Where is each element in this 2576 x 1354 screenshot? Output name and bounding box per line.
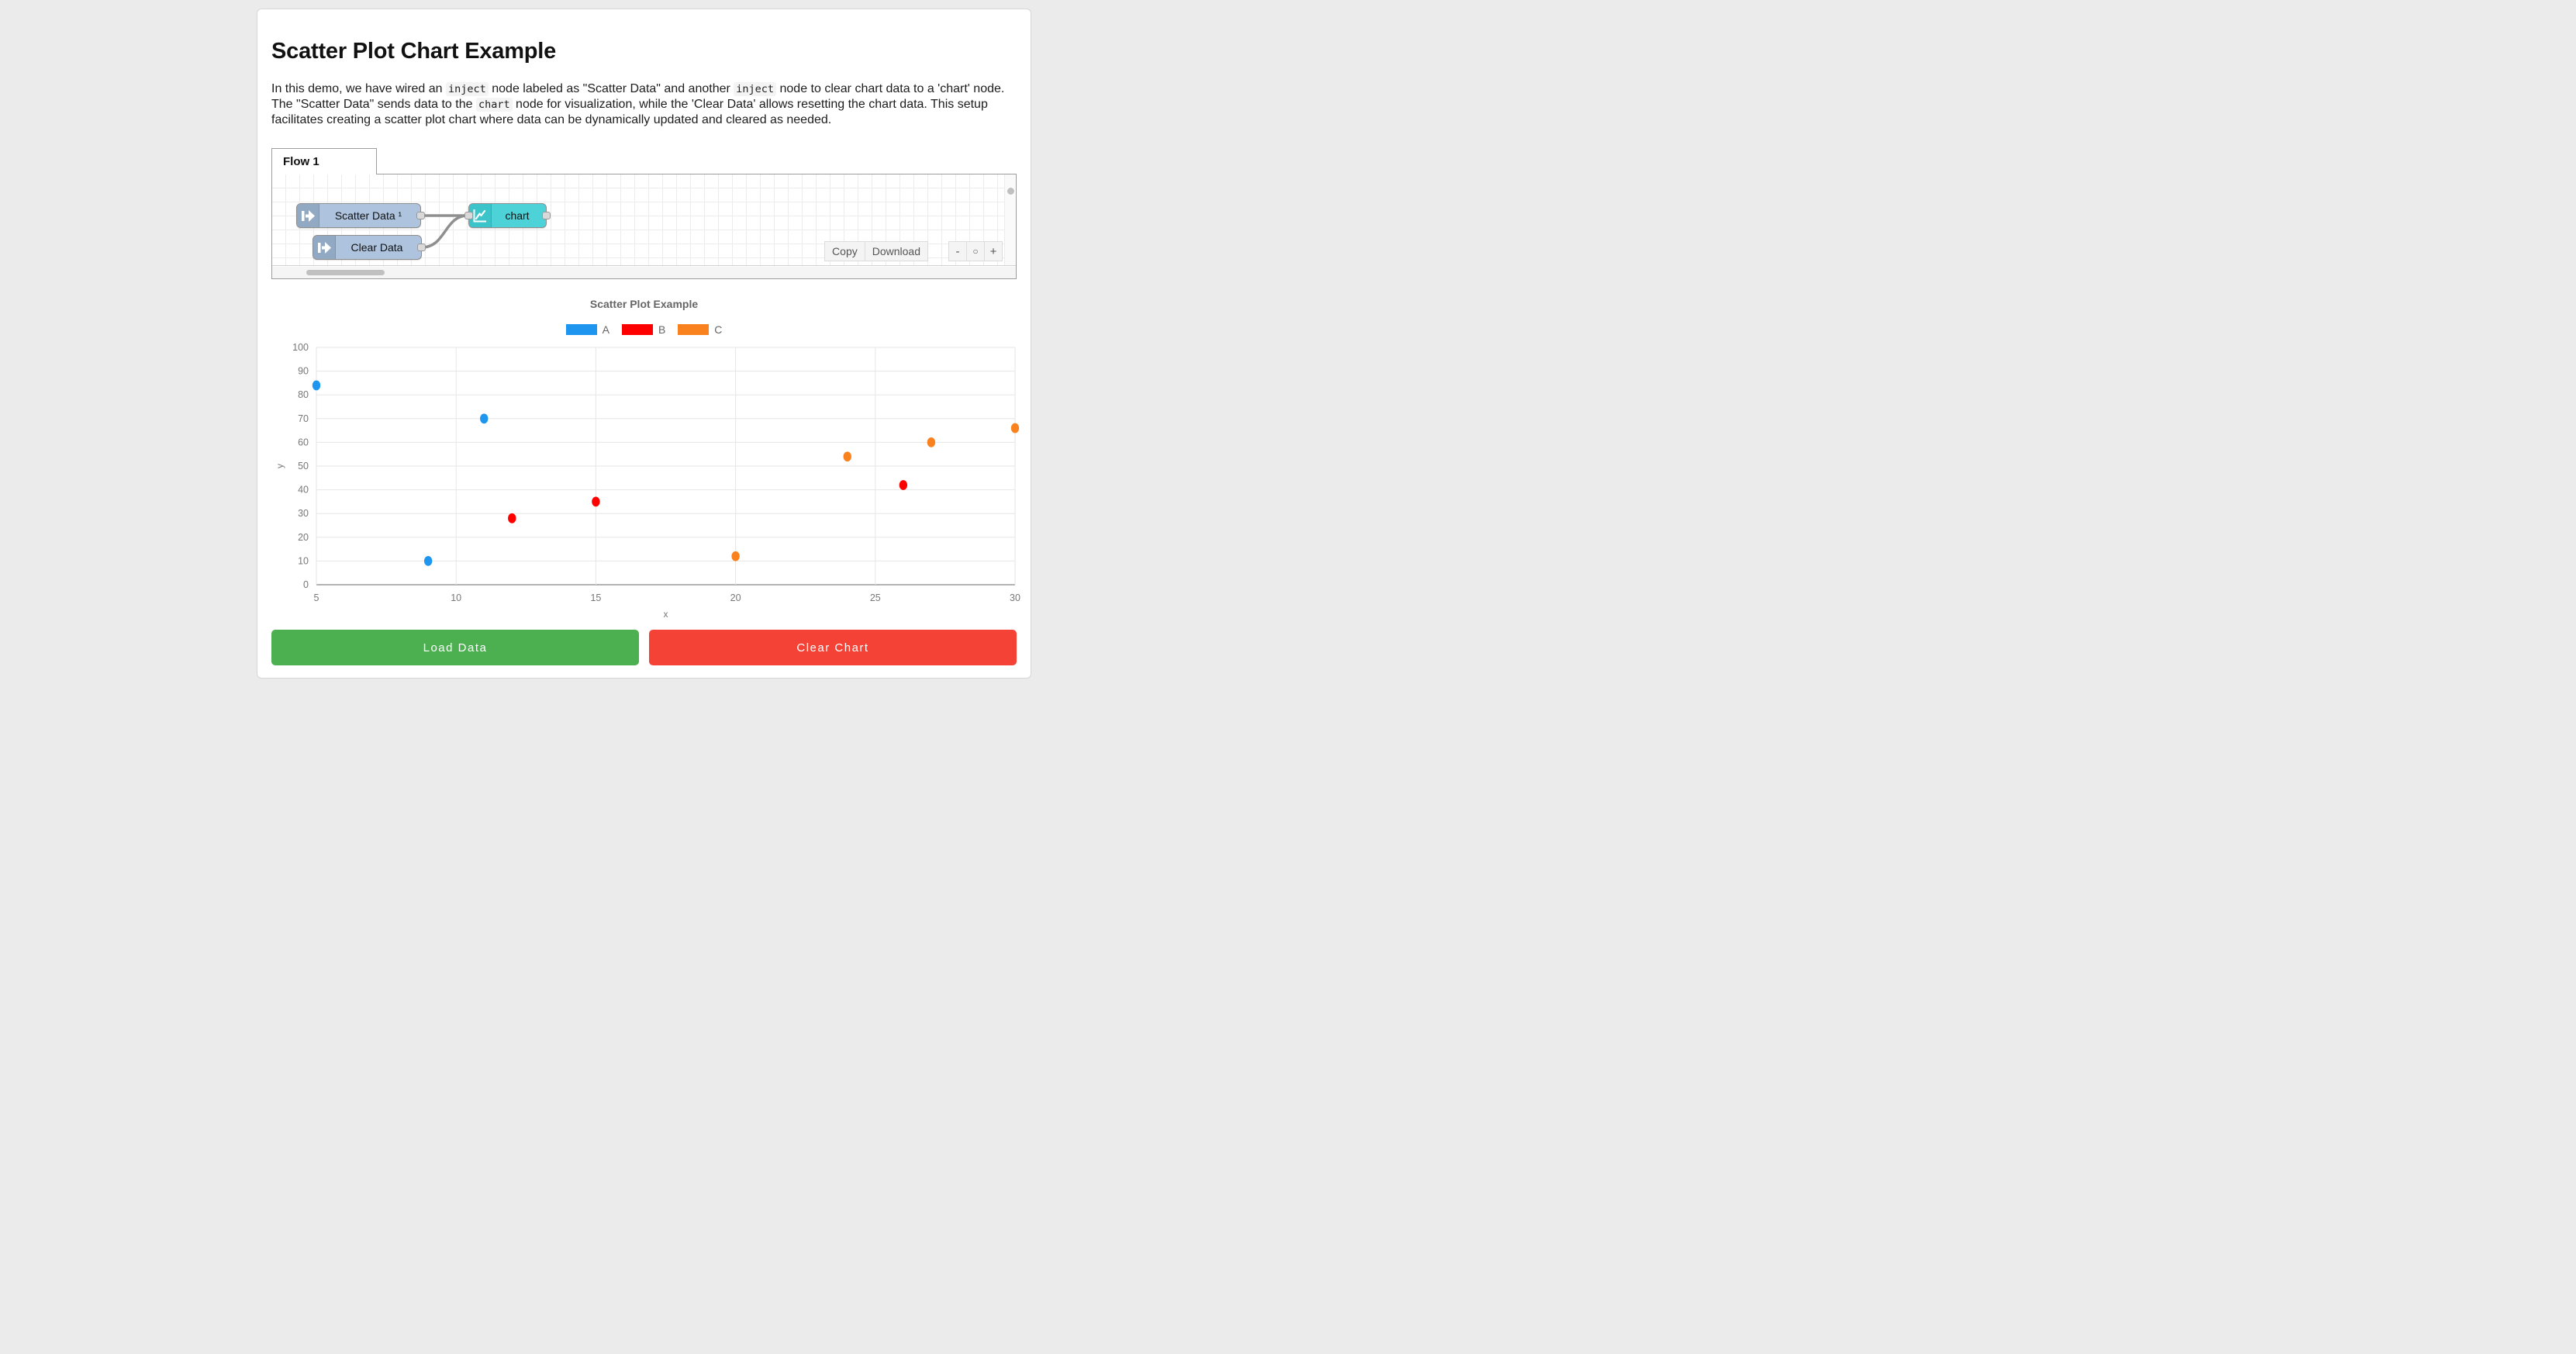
legend-label: B	[658, 323, 666, 336]
flow-grid[interactable]: Scatter Data ¹ Clear Data	[272, 174, 1016, 266]
x-tick-label: 30	[1010, 592, 1020, 603]
data-point-C	[731, 551, 740, 561]
inject-icon	[297, 204, 319, 227]
inline-code: inject	[734, 82, 777, 96]
inline-code: chart	[475, 98, 513, 112]
data-point-B	[508, 513, 516, 523]
inline-code: inject	[446, 82, 489, 96]
x-axis-title: x	[664, 609, 668, 620]
y-axis-title: y	[275, 464, 285, 468]
node-clear-data[interactable]: Clear Data	[313, 235, 426, 260]
node-scatter-data[interactable]: Scatter Data ¹	[296, 203, 425, 228]
y-tick-label: 80	[298, 389, 309, 400]
zoom-out-button[interactable]: -	[948, 241, 967, 261]
canvas-toolbar: Copy Download	[824, 241, 928, 261]
clear-chart-button[interactable]: Clear Chart	[649, 630, 1017, 665]
description-text: In this demo, we have wired an	[271, 82, 447, 95]
load-data-button[interactable]: Load Data	[271, 630, 639, 665]
node-label: Clear Data	[350, 241, 403, 254]
download-button[interactable]: Download	[864, 241, 928, 261]
flow-tab[interactable]: Flow 1	[271, 148, 377, 174]
description-text: node for visualization, while the 'Clear…	[271, 98, 988, 126]
vertical-scrollbar[interactable]	[1004, 174, 1016, 265]
legend-label: C	[714, 323, 723, 336]
vertical-scrollbar-thumb[interactable]	[1007, 188, 1014, 195]
data-point-C	[1010, 423, 1020, 433]
output-port[interactable]	[417, 244, 426, 251]
legend-label: A	[602, 323, 609, 336]
legend-item-A[interactable]: A	[565, 323, 609, 336]
legend-swatch	[678, 324, 710, 335]
node-label: chart	[505, 209, 530, 222]
y-tick-label: 100	[292, 342, 309, 353]
legend-item-C[interactable]: C	[678, 323, 722, 336]
input-port[interactable]	[464, 212, 473, 219]
output-port[interactable]	[416, 212, 425, 219]
data-point-A	[312, 380, 321, 391]
legend-swatch	[565, 324, 597, 335]
x-tick-label: 25	[870, 592, 881, 603]
y-tick-label: 60	[298, 437, 309, 447]
node-chart[interactable]: chart	[464, 203, 551, 228]
zoom-in-button[interactable]: +	[984, 241, 1003, 261]
node-label: Scatter Data ¹	[334, 209, 402, 222]
flow-editor: Flow 1 Scatter Data ¹	[271, 148, 1017, 279]
zoom-reset-button[interactable]: ○	[966, 241, 985, 261]
x-tick-label: 20	[730, 592, 741, 603]
description-text: node labeled as "Scatter Data" and anoth…	[488, 82, 734, 95]
data-point-B	[899, 480, 908, 490]
x-tick-label: 15	[590, 592, 601, 603]
data-point-C	[843, 451, 851, 462]
flow-canvas[interactable]: Scatter Data ¹ Clear Data	[271, 174, 1017, 279]
description-paragraph: In this demo, we have wired an inject no…	[271, 81, 1017, 128]
chart-section: Scatter Plot Example A B C 0 10 20 30 40 50 60 70…	[271, 298, 1020, 620]
flow-wires	[420, 214, 470, 249]
chart-legend: A B C	[271, 323, 1017, 336]
x-tick-label: 10	[451, 592, 461, 603]
y-tick-label: 30	[298, 508, 309, 519]
horizontal-scrollbar[interactable]	[272, 267, 1016, 278]
page-title: Scatter Plot Chart Example	[271, 39, 557, 64]
scatter-chart: 0 10 20 30 40 50 60 70 80 90 100 5 10 15 20 25 30 y x	[275, 342, 1020, 620]
data-point-A	[480, 413, 489, 424]
y-tick-label: 0	[303, 579, 309, 590]
data-point-C	[927, 437, 936, 447]
y-tick-label: 90	[298, 366, 309, 377]
action-buttons: Load Data Clear Chart	[271, 630, 1017, 665]
data-point-B	[592, 496, 600, 507]
chart-title: Scatter Plot Example	[589, 298, 699, 310]
horizontal-scrollbar-thumb[interactable]	[306, 270, 385, 275]
content-card: Scatter Plot Chart Example In this demo,…	[257, 9, 1031, 679]
y-tick-label: 50	[298, 461, 309, 471]
y-tick-label: 10	[298, 555, 309, 566]
copy-button[interactable]: Copy	[824, 241, 865, 261]
legend-swatch	[621, 324, 653, 335]
description-text: node to clear chart data to a 'chart' no…	[271, 82, 1005, 111]
data-point-A	[423, 556, 433, 566]
y-tick-label: 70	[298, 413, 309, 424]
y-tick-label: 40	[298, 485, 309, 496]
x-tick-label: 5	[314, 592, 319, 603]
legend-item-B[interactable]: B	[621, 323, 666, 336]
wire-clear-to-chart	[420, 214, 469, 249]
y-tick-label: 20	[298, 532, 309, 543]
zoom-controls: - ○ +	[948, 241, 1003, 261]
output-port[interactable]	[542, 212, 551, 219]
inject-icon	[313, 236, 336, 259]
